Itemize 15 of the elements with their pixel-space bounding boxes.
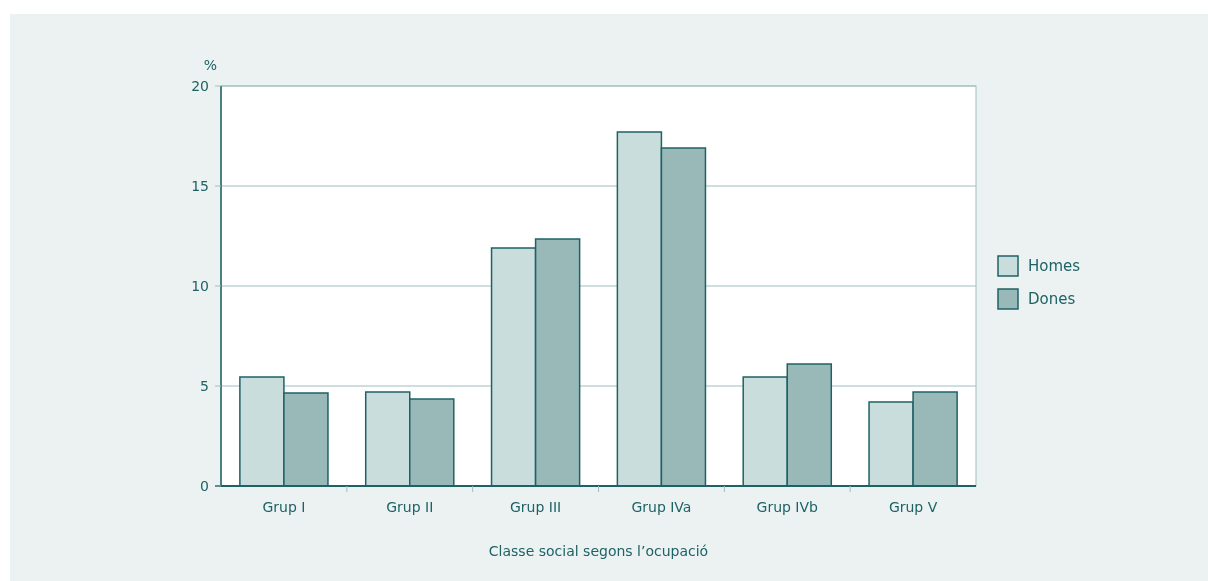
y-tick-label: 0	[200, 477, 209, 494]
x-tick-label: Grup IVb	[756, 499, 819, 515]
x-tick-label: Grup II	[386, 499, 434, 515]
x-axis-title: Classe social segons l’ocupació	[488, 543, 709, 559]
y-tick-label: 10	[191, 277, 209, 294]
y-tick-label: 20	[191, 77, 209, 94]
y-axis-title: %	[203, 57, 217, 73]
y-tick-label: 5	[200, 377, 209, 394]
x-tick-label: Grup III	[509, 499, 562, 515]
x-tick-label: Grup IVa	[631, 499, 692, 515]
x-tick-label: Grup V	[888, 499, 938, 515]
x-tick-label: Grup I	[262, 499, 306, 515]
legend-label: Dones	[1028, 290, 1076, 309]
legend-label: Homes	[1028, 257, 1081, 276]
y-tick-label: 15	[191, 177, 209, 194]
